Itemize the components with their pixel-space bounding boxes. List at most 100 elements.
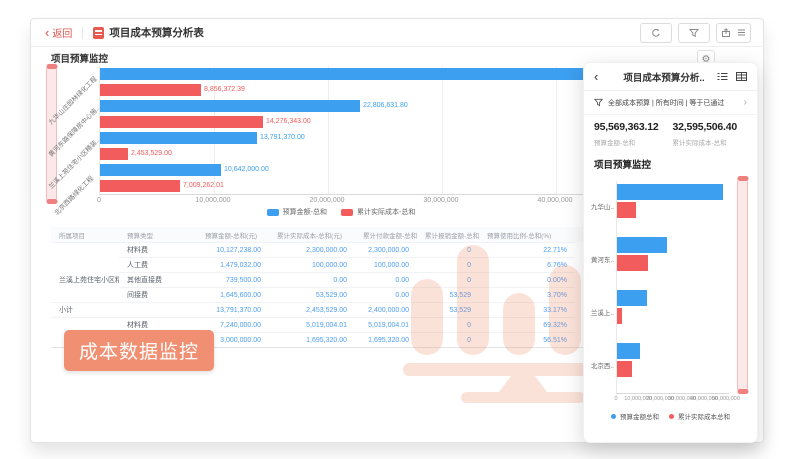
back-button[interactable]: ‹ 返回 <box>45 24 72 41</box>
toolbar: ‹ 返回 项目成本预算分析表 <box>31 19 763 47</box>
table-cell: 0 <box>417 317 479 332</box>
page-title: 项目成本预算分析表 <box>109 27 204 39</box>
bar-value-label: 7,009,262.01 <box>183 182 224 189</box>
table-header-cell: 累计付款金额-总和(元) <box>363 232 417 240</box>
table-cell: 6.76% <box>479 257 575 272</box>
table-cell: 7,240,000.00 <box>197 317 269 332</box>
legend-swatch <box>669 413 674 419</box>
table-cell: 3.70% <box>479 287 575 302</box>
budget-amount-bar[interactable] <box>100 164 221 176</box>
actual-cost-bar[interactable] <box>617 308 622 324</box>
document-icon <box>93 26 105 39</box>
legend-swatch <box>341 208 353 216</box>
budget-amount-bar[interactable] <box>100 132 257 144</box>
table-cell: 间接费 <box>119 287 197 302</box>
actual-cost-bar[interactable] <box>100 148 128 160</box>
category-label: 九华山.. <box>590 203 614 211</box>
table-cell: 0.00 <box>355 272 417 287</box>
actual-cost-bar[interactable] <box>617 361 632 377</box>
axis-tick-label: 0 <box>97 197 101 204</box>
table-cell: 材料费 <box>119 242 197 257</box>
funnel-icon <box>594 98 603 107</box>
budget-amount-bar[interactable] <box>100 68 611 80</box>
mobile-preview-panel: ‹ 项目成本预算分析.. 全部成本预算 | 所有时间 | 等于已通过 › 95,… <box>583 62 758 443</box>
panel-back-icon[interactable]: ‹ <box>594 68 599 84</box>
actual-cost-bar[interactable] <box>617 202 636 218</box>
menu-icon <box>738 29 745 36</box>
back-chevron-icon: ‹ <box>45 24 50 40</box>
table-row: 兰溪上苑住宅小区精装修第...其他直接费739,500.000.000.0000… <box>51 272 591 287</box>
table-cell: 22.71% <box>479 242 575 257</box>
gridline <box>442 66 443 194</box>
refresh-button[interactable] <box>640 22 672 43</box>
category-label: 北京西.. <box>590 362 614 370</box>
table-cell <box>51 317 119 332</box>
table-cell: 739,500.00 <box>197 272 269 287</box>
table-cell <box>119 302 197 317</box>
axis-tick-label: 10,000,000 <box>624 396 652 402</box>
axis-tick-label: 30,000,000 <box>423 197 459 204</box>
budget-amount-bar[interactable] <box>617 290 647 306</box>
table-cell: 53,529 <box>417 302 479 317</box>
actual-cost-bar[interactable] <box>617 255 648 271</box>
axis-tick-label: 20,000,000 <box>646 396 674 402</box>
chart-card-title: 项目预算监控 <box>51 54 109 65</box>
budget-amount-bar[interactable] <box>100 100 360 112</box>
table-cell: 2,300,000.00 <box>355 242 417 257</box>
table-icon[interactable] <box>736 72 747 81</box>
chart-plot <box>616 181 729 394</box>
budget-amount-bar[interactable] <box>617 237 667 253</box>
table-cell: 1,645,600.00 <box>197 287 269 302</box>
chart-plot: 8,856,372.39 22,806,631.80 14,276,343.00 13… <box>99 66 611 195</box>
sort-icon[interactable] <box>717 72 728 81</box>
legend-item[interactable]: 累计实际成本总和 <box>669 411 730 421</box>
panel-filter-text: 全部成本预算 | 所有时间 | 等于已通过 <box>608 99 725 107</box>
legend-item[interactable]: 预算金额-总和 <box>266 207 327 217</box>
toolbar-actions <box>640 22 751 43</box>
share-export-button[interactable] <box>716 22 751 43</box>
bar-value-label: 14,276,343.00 <box>266 118 311 125</box>
axis-tick-label: 20,000,000 <box>309 197 345 204</box>
axis-tick-label: 0 <box>614 396 618 402</box>
legend-item[interactable]: 累计实际成本-总和 <box>341 207 415 217</box>
panel-datazoom-slider[interactable] <box>737 177 748 393</box>
table-cell: 0 <box>417 242 479 257</box>
legend-label: 预算金额-总和 <box>282 209 327 216</box>
actual-cost-bar[interactable] <box>100 180 180 192</box>
table-cell: 小计 <box>51 302 119 317</box>
budget-amount-bar[interactable] <box>617 343 640 359</box>
table-cell: 53,529.00 <box>269 287 355 302</box>
legend-label: 预算金额总和 <box>620 414 659 421</box>
bar-value-label: 22,806,631.80 <box>363 102 408 109</box>
panel-header: ‹ 项目成本预算分析.. <box>584 63 757 91</box>
datazoom-slider[interactable] <box>46 65 57 203</box>
bar-value-label: 8,856,372.39 <box>204 86 245 93</box>
table-cell: 其他直接费 <box>119 272 197 287</box>
table-cell: 100,000.00 <box>269 257 355 272</box>
table-cell: 53,529 <box>417 287 479 302</box>
panel-header-icons <box>717 72 747 81</box>
bar-value-label: 10,642,000.00 <box>224 166 269 173</box>
legend-swatch <box>611 413 616 419</box>
table-cell: 人工费 <box>119 257 197 272</box>
table-cell: 100,000.00 <box>355 257 417 272</box>
cost-pivot-table: 所属项目 预算类型 预算金额-总和(元) 累计实际成本-总和(元) 累计付款金额-总和(… <box>51 227 591 348</box>
actual-cost-bar[interactable] <box>100 84 201 96</box>
table-header-cell: 预算金额-总和(元) <box>205 232 257 240</box>
filter-button[interactable] <box>678 22 710 43</box>
gridline <box>556 66 557 194</box>
budget-amount-bar[interactable] <box>617 184 723 200</box>
axis-tick-label: 40,000,000 <box>690 396 718 402</box>
stat-budget-total: 95,569,363.12 预算金额-总和 <box>594 121 673 147</box>
axis-tick-label: 40,000,000 <box>537 197 573 204</box>
table-cell: 0.00% <box>479 272 575 287</box>
table-row: 人工费 1,479,032.00 100,000.00 100,000.00 0 6.76… <box>51 257 591 272</box>
table-row: 间接费 1,645,600.00 53,529.00 0.00 53,529 3.70% <box>51 287 591 302</box>
actual-cost-bar[interactable] <box>100 116 263 128</box>
category-label: 黄河东.. <box>590 256 614 264</box>
table-cell: 56.51% <box>479 332 575 347</box>
table-cell: 2,400,000.00 <box>355 302 417 317</box>
legend-item[interactable]: 预算金额总和 <box>611 411 659 421</box>
panel-title: 项目成本预算分析.. <box>623 72 705 84</box>
panel-filter-bar[interactable]: 全部成本预算 | 所有时间 | 等于已通过 › <box>584 91 757 115</box>
